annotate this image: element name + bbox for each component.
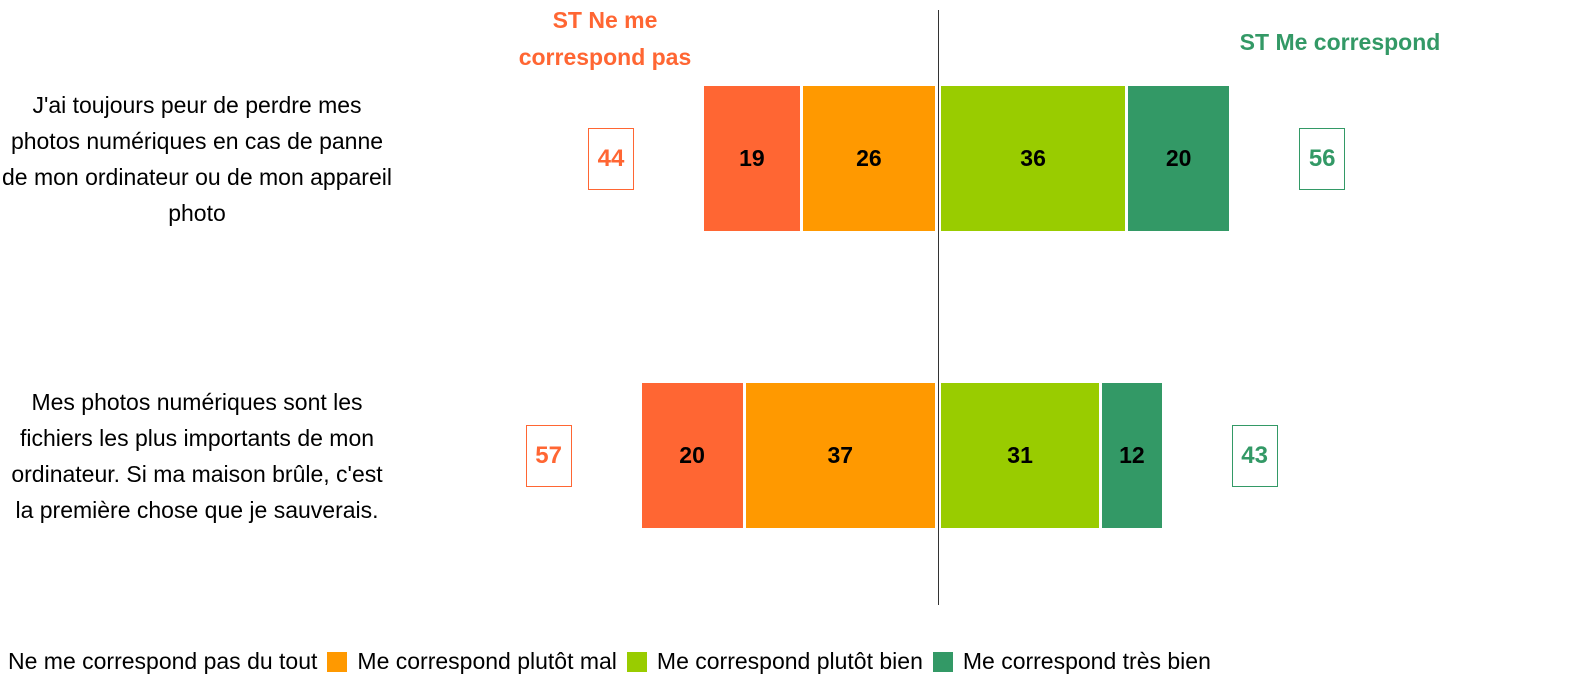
negative-total: 57 bbox=[525, 424, 572, 487]
bar: 31 bbox=[941, 383, 1100, 528]
positive-total: 43 bbox=[1231, 424, 1278, 487]
bar: 20 bbox=[641, 383, 743, 528]
legend-item: Me correspond plutôt mal bbox=[327, 648, 617, 675]
bar: 19 bbox=[704, 86, 800, 231]
positive-total: 56 bbox=[1299, 127, 1346, 190]
negative-header: ST Ne me correspond pas bbox=[518, 7, 692, 70]
category-label: J'ai toujours peur de perdre mes photos … bbox=[2, 91, 392, 226]
legend-item: Me correspond plutôt bien bbox=[626, 648, 923, 675]
legend-label: Ne me correspond pas du tout bbox=[8, 648, 318, 674]
positive-header: ST Me correspond bbox=[1239, 29, 1441, 55]
bar: 12 bbox=[1102, 383, 1162, 528]
legend-swatch bbox=[327, 651, 348, 672]
bar: 20 bbox=[1128, 86, 1230, 231]
bar: 36 bbox=[941, 86, 1126, 231]
legend-item: Ne me correspond pas du tout bbox=[0, 648, 317, 675]
legend-label: Me correspond plutôt mal bbox=[357, 648, 617, 674]
legend-swatch bbox=[932, 651, 953, 672]
legend-label: Me correspond très bien bbox=[962, 648, 1211, 674]
negative-total: 44 bbox=[588, 127, 634, 190]
legend-item: Me correspond très bien bbox=[932, 648, 1211, 675]
bar: 37 bbox=[745, 383, 935, 528]
legend-swatch bbox=[626, 651, 647, 672]
legend-label: Me correspond plutôt bien bbox=[656, 648, 923, 674]
bar: 26 bbox=[802, 86, 935, 231]
legend: Ne me correspond pas du tout Me correspon… bbox=[0, 648, 1221, 675]
center-line bbox=[938, 10, 939, 605]
category-label: Mes photos numériques sont les fichiers … bbox=[11, 388, 383, 523]
